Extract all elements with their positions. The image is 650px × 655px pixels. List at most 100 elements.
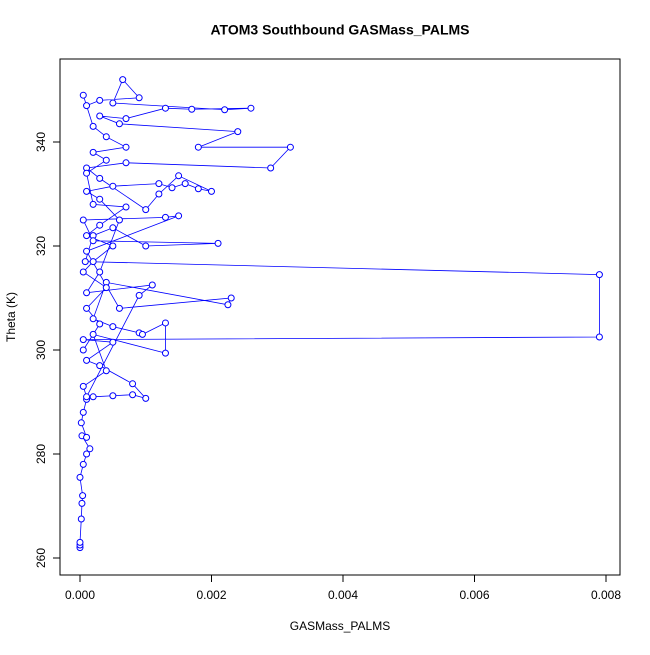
data-point <box>79 91 87 99</box>
data-point <box>181 180 189 188</box>
data-point <box>595 271 603 279</box>
data-point <box>168 184 176 192</box>
data-point <box>122 159 130 167</box>
data-point <box>79 460 87 468</box>
data-point <box>129 391 137 399</box>
data-point <box>142 242 150 250</box>
data-point <box>89 237 97 245</box>
data-point <box>224 301 232 309</box>
data-point <box>115 216 123 224</box>
data-point <box>109 242 117 250</box>
x-axis-label: GASMass_PALMS <box>290 619 390 633</box>
data-point <box>138 330 146 338</box>
data-point <box>109 323 117 331</box>
data-point <box>119 76 127 84</box>
data-point <box>102 284 110 292</box>
data-point <box>89 315 97 323</box>
x-tick-label: 0.006 <box>459 588 489 602</box>
data-point <box>96 320 104 328</box>
data-point <box>102 156 110 164</box>
data-point <box>148 281 156 289</box>
x-tick-label: 0.008 <box>591 588 621 602</box>
plot-frame <box>59 58 621 576</box>
data-point <box>81 258 89 266</box>
data-point <box>161 319 169 327</box>
data-point <box>161 104 169 112</box>
data-point <box>89 122 97 130</box>
data-point <box>79 382 87 390</box>
data-point <box>102 133 110 141</box>
data-point <box>83 450 91 458</box>
data-point <box>83 169 91 177</box>
x-tick-label: 0.004 <box>328 588 358 602</box>
data-point <box>79 216 87 224</box>
data-point <box>83 356 91 364</box>
data-point <box>96 112 104 120</box>
data-point <box>214 239 222 247</box>
data-point <box>227 294 235 302</box>
data-point <box>96 96 104 104</box>
data-point <box>175 212 183 220</box>
x-tick-label: 0.000 <box>65 588 95 602</box>
data-point <box>188 105 196 113</box>
y-tick-label: 280 <box>34 444 48 464</box>
data-point <box>155 190 163 198</box>
data-point <box>115 304 123 312</box>
data-point <box>142 394 150 402</box>
data-point <box>83 102 91 110</box>
data-point <box>109 99 117 107</box>
data-point <box>77 515 85 523</box>
y-tick-label: 340 <box>34 132 48 152</box>
y-tick-label: 320 <box>34 236 48 256</box>
data-point <box>83 232 91 240</box>
data-point <box>221 106 229 114</box>
data-point <box>161 349 169 357</box>
data-point <box>109 182 117 190</box>
y-tick-label: 260 <box>34 548 48 568</box>
data-point <box>267 164 275 172</box>
data-point <box>135 94 143 102</box>
data-point <box>109 338 117 346</box>
data-point <box>595 333 603 341</box>
data-point <box>194 143 202 151</box>
data-point <box>83 433 91 441</box>
data-point <box>96 268 104 276</box>
data-point <box>109 392 117 400</box>
data-point <box>109 224 117 232</box>
data-point <box>129 380 137 388</box>
data-point <box>122 203 130 211</box>
data-point <box>286 143 294 151</box>
data-point <box>122 115 130 123</box>
data-point <box>86 445 94 453</box>
data-point <box>96 174 104 182</box>
data-point <box>96 221 104 229</box>
data-point <box>96 362 104 370</box>
data-point <box>142 206 150 214</box>
data-point <box>83 247 91 255</box>
data-point <box>102 367 110 375</box>
data-point <box>122 143 130 151</box>
data-point <box>76 538 84 546</box>
data-point <box>135 291 143 299</box>
data-point <box>89 330 97 338</box>
data-point <box>234 128 242 136</box>
data-point <box>76 473 84 481</box>
data-point <box>175 172 183 180</box>
data-point <box>79 346 87 354</box>
data-point <box>77 419 85 427</box>
data-point <box>155 180 163 188</box>
data-point <box>194 185 202 193</box>
data-point <box>89 200 97 208</box>
data-point <box>96 195 104 203</box>
data-point <box>83 187 91 195</box>
data-point <box>83 304 91 312</box>
data-point <box>79 268 87 276</box>
data-point <box>115 120 123 128</box>
data-point <box>79 336 87 344</box>
data-point <box>89 148 97 156</box>
data-point <box>247 104 255 112</box>
data-point <box>161 213 169 221</box>
data-point <box>89 393 97 401</box>
data-point <box>78 499 86 507</box>
